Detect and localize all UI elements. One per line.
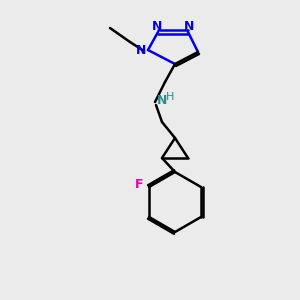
Text: F: F bbox=[135, 178, 143, 191]
Text: N: N bbox=[157, 94, 167, 107]
Text: N: N bbox=[136, 44, 146, 56]
Text: N: N bbox=[184, 20, 194, 32]
Text: H: H bbox=[166, 92, 174, 102]
Text: N: N bbox=[152, 20, 162, 32]
